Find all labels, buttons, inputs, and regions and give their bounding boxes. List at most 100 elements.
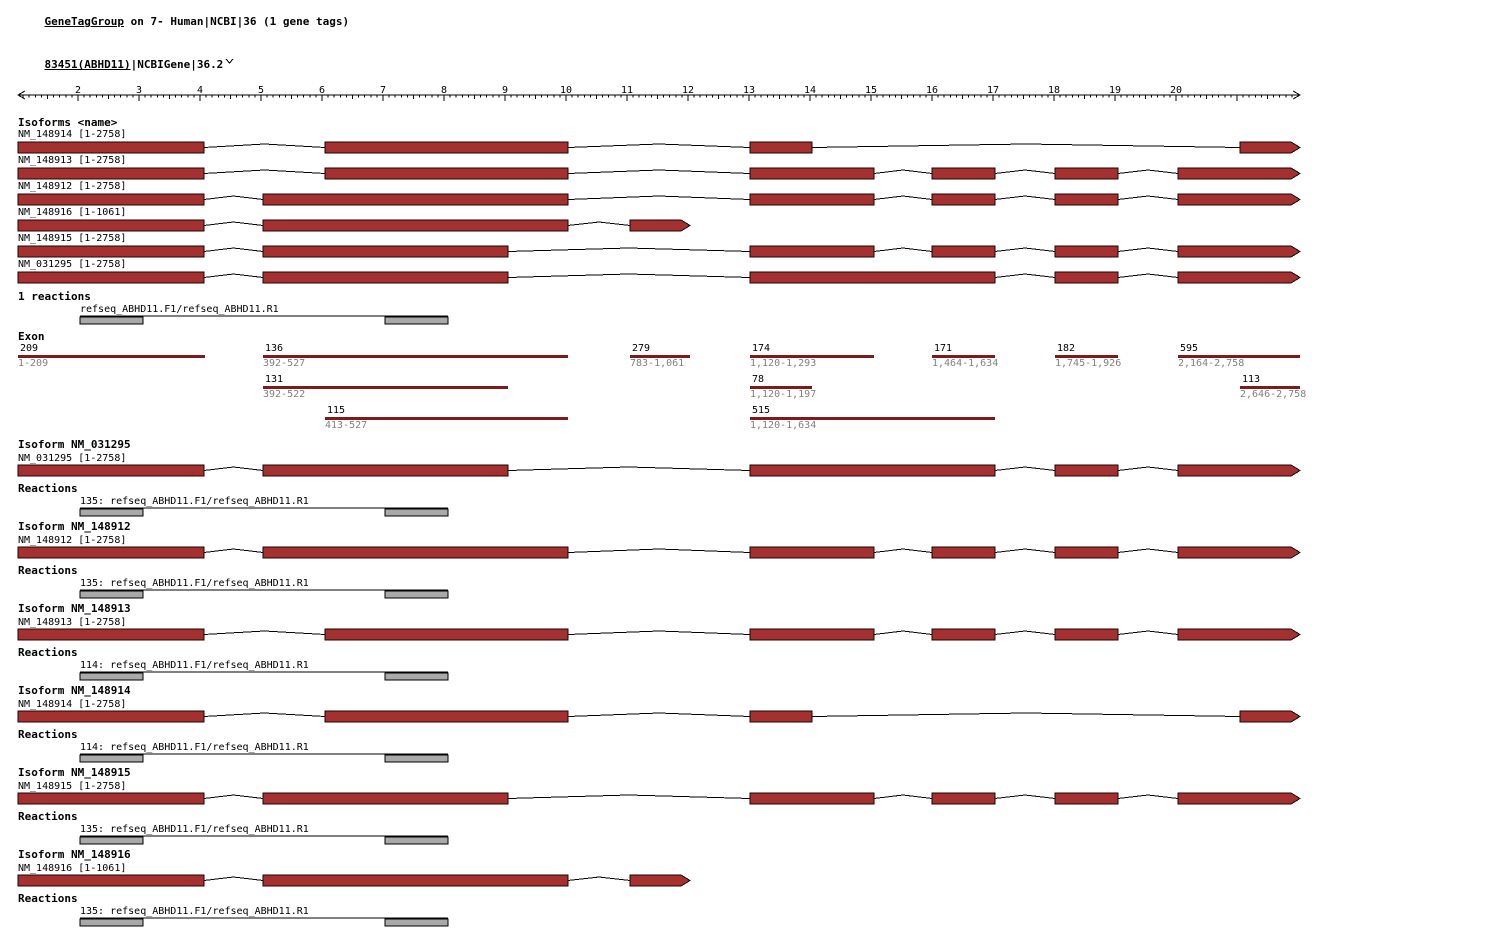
isoform-track[interactable] <box>0 710 1310 724</box>
exon-box[interactable] <box>1054 193 1119 206</box>
exon-box[interactable] <box>324 141 569 154</box>
exon-box[interactable] <box>931 546 996 559</box>
exon-box[interactable] <box>17 792 205 805</box>
reaction-track[interactable] <box>0 753 1310 764</box>
exon-box-arrow[interactable] <box>1177 546 1301 559</box>
reaction-track[interactable] <box>0 917 1310 928</box>
isoform-track[interactable] <box>0 628 1310 642</box>
reaction-label[interactable]: 135: refseq_ABHD11.F1/refseq_ABHD11.R1 <box>80 906 309 917</box>
exon-box-arrow[interactable] <box>1177 628 1301 641</box>
exon-box[interactable] <box>324 710 569 723</box>
exon-box[interactable] <box>262 271 509 284</box>
exon-box[interactable] <box>17 245 205 258</box>
exon-entry[interactable]: 171 1,464-1,634 <box>932 343 998 369</box>
primer-box-forward[interactable] <box>79 590 144 599</box>
exon-box[interactable] <box>749 167 875 180</box>
isoform-track[interactable] <box>0 464 1310 478</box>
exon-entry[interactable]: 115 413-527 <box>325 405 568 431</box>
isoform-track[interactable] <box>0 874 1310 888</box>
exon-box[interactable] <box>1054 546 1119 559</box>
exon-box[interactable] <box>17 710 205 723</box>
exon-entry[interactable]: 113 2,646-2,758 <box>1240 374 1306 400</box>
exon-box[interactable] <box>749 193 875 206</box>
exon-box[interactable] <box>17 628 205 641</box>
exon-entry[interactable]: 136 392-527 <box>263 343 568 369</box>
gene-link[interactable]: 83451(ABHD11) <box>44 58 131 71</box>
exon-box[interactable] <box>17 271 205 284</box>
exon-box-arrow[interactable] <box>629 874 691 887</box>
primer-box-forward[interactable] <box>79 508 144 517</box>
exon-box[interactable] <box>262 464 509 477</box>
chevron-down-icon[interactable] <box>225 58 234 65</box>
exon-box-arrow[interactable] <box>1177 271 1301 284</box>
exon-entry[interactable]: 78 1,120-1,197 <box>750 374 816 400</box>
reaction-track[interactable] <box>0 589 1310 600</box>
exon-box[interactable] <box>324 628 569 641</box>
exon-box[interactable] <box>1054 245 1119 258</box>
exon-entry[interactable]: 595 2,164-2,758 <box>1178 343 1300 369</box>
exon-box-arrow[interactable] <box>1177 245 1301 258</box>
exon-entry[interactable]: 515 1,120-1,634 <box>750 405 995 431</box>
exon-box[interactable] <box>262 792 509 805</box>
exon-box[interactable] <box>749 464 996 477</box>
reaction-label[interactable]: 114: refseq_ABHD11.F1/refseq_ABHD11.R1 <box>80 660 309 671</box>
exon-box[interactable] <box>17 464 205 477</box>
exon-box[interactable] <box>749 628 875 641</box>
exon-box[interactable] <box>749 141 813 154</box>
exon-box[interactable] <box>749 546 875 559</box>
exon-box-arrow[interactable] <box>629 219 691 232</box>
exon-entry[interactable]: 174 1,120-1,293 <box>750 343 874 369</box>
reaction-label[interactable]: refseq_ABHD11.F1/refseq_ABHD11.R1 <box>80 304 279 315</box>
reaction-label[interactable]: 135: refseq_ABHD11.F1/refseq_ABHD11.R1 <box>80 496 309 507</box>
exon-box[interactable] <box>1054 792 1119 805</box>
primer-box-reverse[interactable] <box>384 590 449 599</box>
primer-box-forward[interactable] <box>79 672 144 681</box>
isoform-track[interactable] <box>0 141 1310 155</box>
exon-box-arrow[interactable] <box>1239 141 1301 154</box>
exon-box[interactable] <box>17 874 205 887</box>
group-link[interactable]: GeneTagGroup <box>44 15 124 28</box>
exon-box[interactable] <box>262 546 569 559</box>
exon-box[interactable] <box>262 219 569 232</box>
exon-entry[interactable]: 182 1,745-1,926 <box>1055 343 1121 369</box>
exon-box[interactable] <box>931 245 996 258</box>
reaction-label[interactable]: 114: refseq_ABHD11.F1/refseq_ABHD11.R1 <box>80 742 309 753</box>
isoform-track[interactable] <box>0 546 1310 560</box>
exon-box-arrow[interactable] <box>1177 193 1301 206</box>
isoform-track[interactable] <box>0 167 1310 181</box>
exon-box[interactable] <box>17 141 205 154</box>
reaction-track[interactable] <box>0 671 1310 682</box>
primer-box-forward[interactable] <box>79 836 144 845</box>
reaction-track[interactable] <box>0 507 1310 518</box>
primer-box-forward[interactable] <box>79 316 144 325</box>
primer-box-reverse[interactable] <box>384 508 449 517</box>
exon-box[interactable] <box>17 193 205 206</box>
exon-entry[interactable]: 209 1-209 <box>18 343 205 369</box>
primer-box-forward[interactable] <box>79 918 144 927</box>
exon-box[interactable] <box>749 792 875 805</box>
reaction-label[interactable]: 135: refseq_ABHD11.F1/refseq_ABHD11.R1 <box>80 578 309 589</box>
reaction-track[interactable] <box>0 835 1310 846</box>
primer-box-reverse[interactable] <box>384 836 449 845</box>
exon-box[interactable] <box>262 193 569 206</box>
exon-box[interactable] <box>1054 271 1119 284</box>
exon-box[interactable] <box>262 245 509 258</box>
exon-box[interactable] <box>931 792 996 805</box>
isoform-track[interactable] <box>0 271 1310 285</box>
exon-box[interactable] <box>931 167 996 180</box>
exon-box[interactable] <box>17 219 205 232</box>
exon-entry[interactable]: 279 783-1,061 <box>630 343 690 369</box>
primer-box-reverse[interactable] <box>384 316 449 325</box>
isoform-track[interactable] <box>0 792 1310 806</box>
exon-box[interactable] <box>749 710 813 723</box>
exon-box-arrow[interactable] <box>1177 167 1301 180</box>
primer-box-reverse[interactable] <box>384 918 449 927</box>
primer-box-reverse[interactable] <box>384 672 449 681</box>
exon-entry[interactable]: 131 392-522 <box>263 374 508 400</box>
exon-box[interactable] <box>324 167 569 180</box>
exon-box-arrow[interactable] <box>1177 792 1301 805</box>
exon-box[interactable] <box>931 628 996 641</box>
exon-box[interactable] <box>931 193 996 206</box>
isoform-track[interactable] <box>0 245 1310 259</box>
exon-box-arrow[interactable] <box>1239 710 1301 723</box>
